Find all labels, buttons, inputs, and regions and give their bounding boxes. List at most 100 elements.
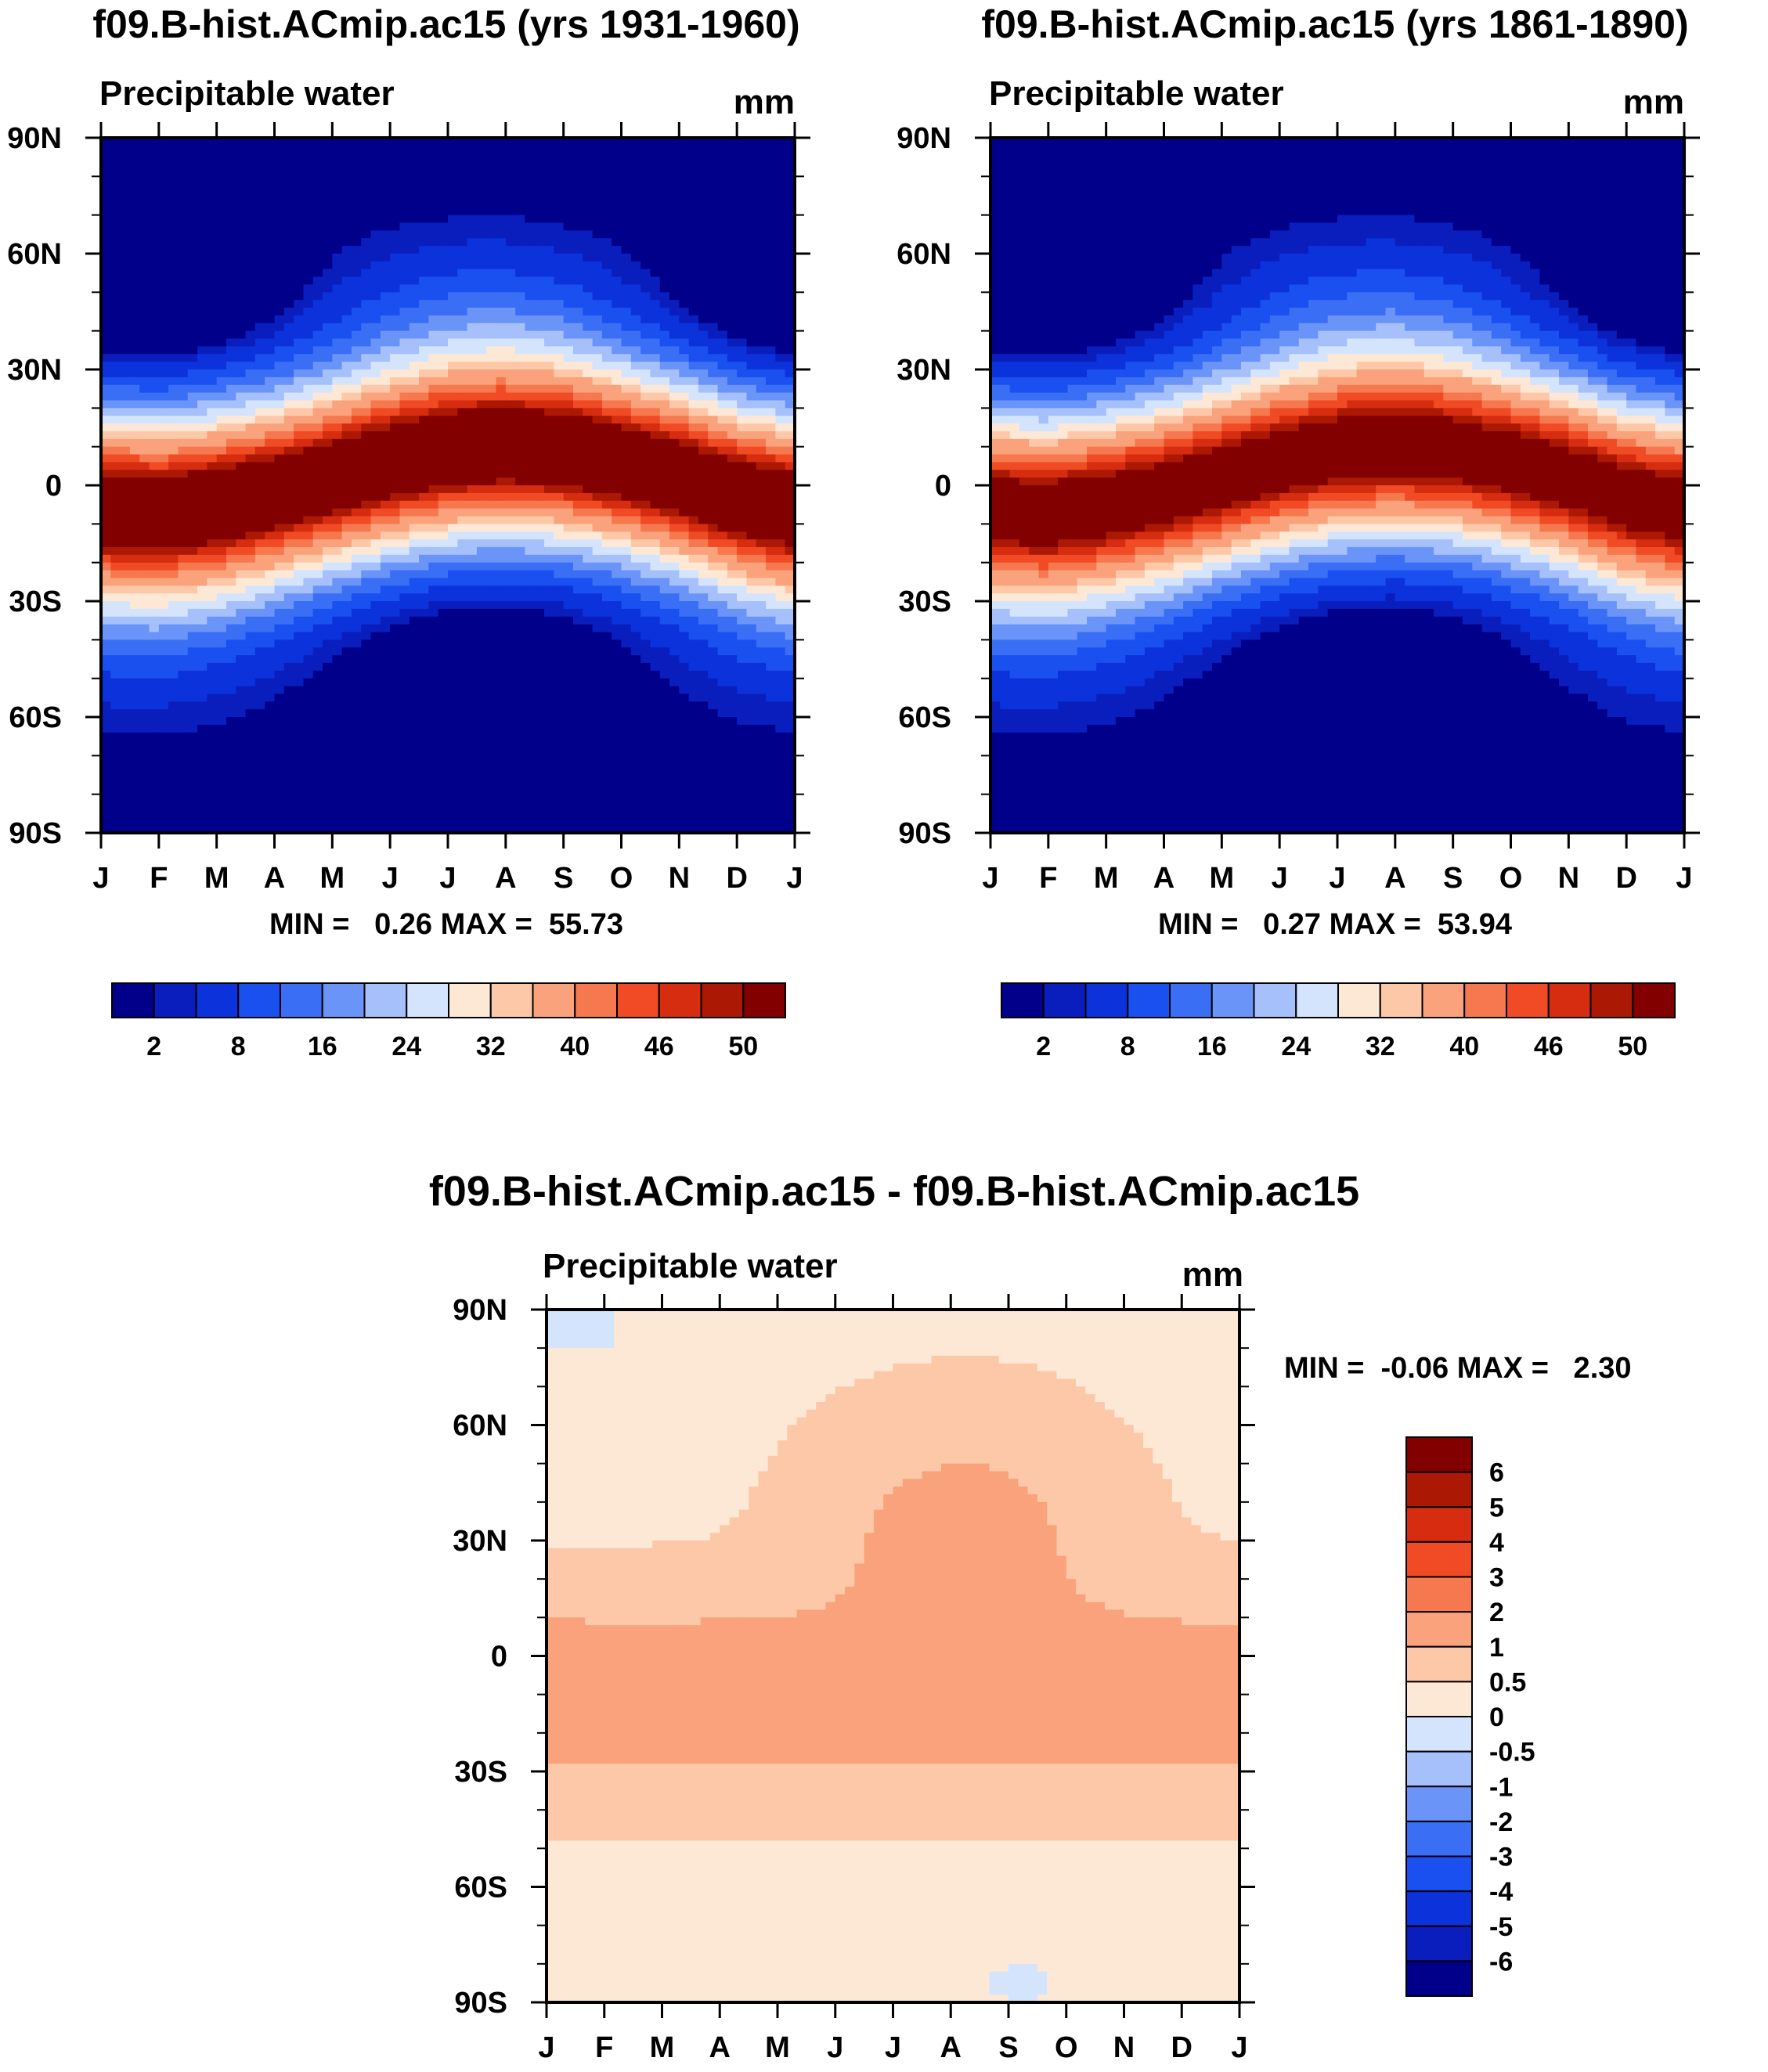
contour-cell (254, 593, 265, 602)
contour-cell (303, 392, 314, 402)
contour-cell (583, 578, 594, 586)
contour-cell (409, 516, 420, 524)
contour-cell (226, 562, 236, 571)
contour-cell (659, 601, 670, 610)
contour-cell (698, 199, 709, 208)
contour-cell (139, 300, 150, 308)
contour-cell (139, 254, 150, 262)
contour-cell (341, 222, 352, 231)
contour-cell (216, 423, 227, 432)
contour-cell (505, 308, 516, 316)
contour-cell (361, 570, 372, 578)
contour-cell (207, 192, 218, 200)
contour-cell (341, 145, 352, 154)
contour-cell (312, 261, 323, 270)
contour-cell (294, 655, 305, 664)
contour-cell (245, 261, 256, 270)
contour-cell (158, 254, 169, 262)
contour-cell (380, 416, 391, 424)
contour-cell (486, 392, 497, 402)
contour-cell (621, 608, 632, 618)
contour-cell (323, 214, 333, 224)
contour-cell (698, 640, 709, 648)
contour-cell (592, 261, 603, 270)
contour-cell (341, 377, 352, 386)
contour-cell (370, 554, 381, 564)
contour-cell (525, 640, 536, 648)
contour-cell (428, 346, 439, 355)
contour-cell (361, 655, 372, 664)
contour-cell (698, 454, 709, 463)
contour-cell (207, 369, 218, 378)
contour-cell (756, 516, 767, 524)
contour-cell (688, 377, 699, 386)
contour-cell (457, 586, 468, 594)
contour-cell (659, 354, 670, 362)
contour-cell (457, 261, 468, 270)
contour-cell (120, 384, 131, 394)
contour-cell (332, 268, 343, 278)
contour-cell (380, 214, 391, 224)
contour-cell (110, 222, 121, 231)
contour-cell (563, 377, 574, 386)
contour-cell (659, 470, 670, 478)
contour-cell (785, 532, 796, 540)
contour-cell (323, 246, 333, 254)
contour-cell (496, 500, 507, 510)
contour-cell (323, 601, 333, 610)
contour-cell (669, 485, 680, 494)
contour-cell (679, 616, 690, 625)
contour-cell (572, 446, 583, 456)
contour-cell (775, 254, 786, 262)
contour-cell (197, 138, 207, 146)
contour-cell (207, 485, 218, 494)
contour-cell (312, 539, 323, 548)
contour-cell (158, 284, 169, 293)
contour-cell (101, 662, 111, 672)
contour-cell (448, 524, 458, 532)
contour-cell (419, 392, 429, 402)
contour-cell (659, 176, 670, 185)
contour-cell (110, 662, 121, 672)
contour-cell (216, 546, 227, 556)
contour-cell (409, 446, 420, 456)
contour-cell (534, 546, 545, 556)
contour-cell (756, 300, 767, 308)
contour-cell (187, 562, 198, 571)
contour-cell (370, 308, 381, 316)
contour-cell (438, 423, 449, 432)
contour-cell (187, 184, 198, 193)
contour-cell (265, 369, 276, 378)
contour-cell (717, 199, 728, 208)
contour-cell (409, 508, 420, 517)
contour-cell (178, 323, 189, 332)
contour-cell (380, 138, 391, 146)
contour-cell (659, 655, 670, 664)
contour-cell (178, 586, 189, 594)
contour-cell (601, 408, 612, 416)
contour-cell (640, 423, 651, 432)
contour-cell (659, 261, 670, 270)
contour-cell (110, 446, 121, 456)
contour-cell (708, 168, 719, 177)
contour-cell (486, 138, 497, 146)
contour-cell (178, 308, 189, 316)
contour-cell (216, 431, 227, 440)
contour-cell (766, 330, 776, 340)
contour-cell (534, 423, 545, 432)
contour-cell (486, 246, 497, 254)
contour-cell (226, 593, 236, 602)
contour-cell (197, 284, 207, 293)
contour-cell (207, 246, 218, 254)
contour-cell (120, 647, 131, 656)
contour-cell (438, 508, 449, 517)
contour-cell (399, 199, 410, 208)
contour-cell (120, 532, 131, 540)
contour-cell (650, 138, 661, 146)
contour-cell (659, 446, 670, 456)
contour-cell (419, 508, 429, 517)
contour-cell (640, 238, 651, 247)
contour-cell (601, 276, 612, 286)
contour-cell (612, 608, 622, 618)
contour-cell (448, 446, 458, 456)
